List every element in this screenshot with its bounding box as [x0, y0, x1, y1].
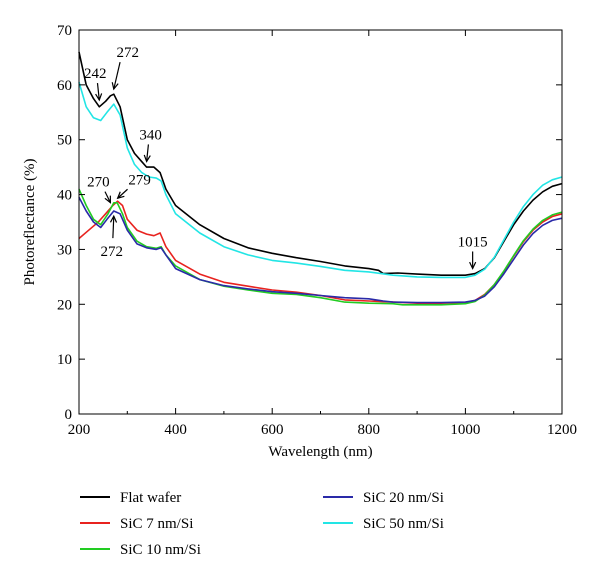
- annotation-arrowhead: [104, 195, 112, 204]
- legend-label: SiC 10 nm/Si: [120, 542, 201, 558]
- x-tick-label: 1000: [450, 422, 480, 438]
- annotation-label: 270: [87, 175, 110, 191]
- series-line-1: [78, 200, 563, 304]
- annotation-arrow: [117, 188, 128, 199]
- x-tick-label: 800: [358, 422, 381, 438]
- legend-label: Flat wafer: [120, 490, 181, 506]
- annotation-label: 242: [84, 66, 107, 82]
- series-line-2: [78, 188, 563, 306]
- annotation-label: 272: [101, 244, 124, 260]
- y-tick-label: 50: [57, 133, 72, 149]
- annotation-label: 272: [117, 45, 140, 61]
- y-tick-label: 60: [57, 78, 72, 94]
- plot-frame: [78, 29, 563, 415]
- series-line-0: [78, 51, 563, 276]
- annotation-arrow: [146, 144, 150, 162]
- legend-label: SiC 7 nm/Si: [120, 516, 193, 532]
- y-tick-label: 0: [65, 407, 73, 423]
- plot-lines: [78, 51, 563, 306]
- annotation-arrowhead: [109, 214, 118, 223]
- annotation-label: 279: [128, 172, 151, 188]
- y-tick-label: 30: [57, 242, 72, 258]
- annotation-arrow: [104, 191, 111, 203]
- y-axis-label: Photoreflectance (%): [22, 158, 38, 285]
- annotation-arrowhead: [469, 261, 477, 270]
- annotation-arrowhead: [111, 82, 119, 91]
- x-axis-label: Wavelength (nm): [268, 444, 372, 460]
- annotation-arrow: [113, 61, 121, 90]
- annotation-arrowhead: [143, 154, 151, 163]
- annotation-arrow: [96, 82, 100, 101]
- y-tick-label: 40: [57, 188, 72, 204]
- legend-label: SiC 20 nm/Si: [363, 490, 444, 506]
- annotation-label: 1015: [458, 234, 488, 250]
- axes: 200 400 600 800 1000 1200 0 10 20 30 40 50 60 70: [57, 23, 577, 438]
- series-line-3: [78, 196, 563, 304]
- x-tick-label: 400: [164, 422, 187, 438]
- x-tick-label: 200: [68, 422, 91, 438]
- x-tick-label: 1200: [547, 422, 577, 438]
- annotation-label: 340: [139, 127, 162, 143]
- legend-label: SiC 50 nm/Si: [363, 516, 444, 532]
- annotations: 242 272 340 270 279 272 1015: [84, 45, 488, 270]
- annotation-arrow: [112, 216, 115, 239]
- y-tick-label: 20: [57, 297, 72, 313]
- y-tick-label: 70: [57, 23, 72, 39]
- annotation-arrowhead: [116, 191, 125, 200]
- x-tick-label: 600: [261, 422, 284, 438]
- annotation-arrowhead: [95, 93, 103, 102]
- legend: Flat wafer SiC 7 nm/Si SiC 10 nm/Si SiC 20 …: [80, 490, 444, 558]
- y-tick-label: 10: [57, 352, 72, 368]
- series-line-4: [78, 81, 563, 279]
